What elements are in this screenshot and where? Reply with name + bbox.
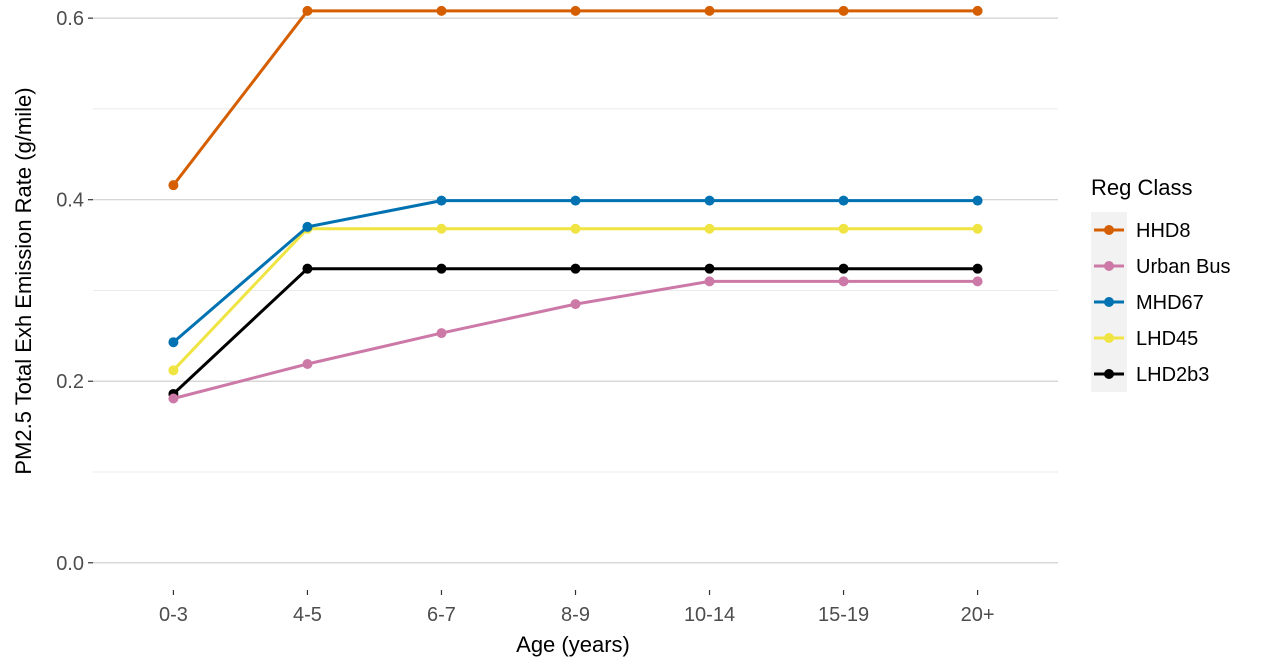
x-tick-label: 20+	[961, 604, 995, 626]
x-tick-label: 15-19	[818, 604, 869, 626]
y-axis-ticks: 0.0 0.2 0.4 0.6	[56, 8, 93, 575]
x-tick-label: 8-9	[561, 604, 590, 626]
data-point	[838, 5, 849, 16]
x-tick-label: 4-5	[293, 604, 322, 626]
y-tick-label: 0.0	[56, 553, 84, 575]
legend-title: Reg Class	[1091, 175, 1192, 200]
data-point	[436, 195, 447, 206]
data-point	[436, 328, 447, 339]
data-point	[436, 5, 447, 16]
y-tick-label: 0.2	[56, 371, 84, 393]
data-point	[972, 195, 983, 206]
legend-label: LHD45	[1136, 328, 1198, 350]
legend-label: MHD67	[1136, 292, 1204, 314]
y-tick-label: 0.4	[56, 190, 84, 212]
series-group	[168, 5, 983, 191]
x-tick-label: 6-7	[427, 604, 456, 626]
y-tick-label: 0.6	[56, 8, 84, 30]
legend-key-point	[1104, 225, 1114, 235]
data-point	[972, 5, 983, 16]
data-point	[838, 276, 849, 287]
data-point	[972, 223, 983, 234]
legend-key-point	[1104, 297, 1114, 307]
data-point	[302, 358, 313, 369]
series-line	[172, 267, 978, 395]
data-point	[436, 223, 447, 234]
data-point	[972, 263, 983, 274]
data-point	[704, 195, 715, 206]
legend-label: LHD2b3	[1136, 364, 1209, 386]
data-point	[704, 276, 715, 287]
data-point	[704, 223, 715, 234]
legend-key-point	[1104, 333, 1114, 343]
series-group	[168, 276, 983, 404]
series-lines	[168, 5, 983, 404]
data-point	[570, 223, 581, 234]
data-point	[570, 5, 581, 16]
data-point	[704, 5, 715, 16]
x-tick-label: 10-14	[684, 604, 735, 626]
data-point	[436, 263, 447, 274]
legend-key-point	[1104, 369, 1114, 379]
data-point	[570, 299, 581, 310]
legend-items: HHD8 Urban Bus MHD67 LHD45 LHD2b3	[1091, 212, 1231, 392]
data-point	[704, 263, 715, 274]
x-tick-label: 0-3	[159, 604, 188, 626]
data-point	[168, 393, 179, 404]
legend-key-point	[1104, 261, 1114, 271]
legend-label: Urban Bus	[1136, 256, 1231, 278]
x-axis-ticks: 0-3 4-5 6-7 8-9 10-14 15-19 20+	[159, 590, 995, 626]
legend: Reg Class HHD8 Urban Bus MHD67 LHD45 LHD2b3	[1091, 175, 1231, 392]
y-axis-title: PM2.5 Total Exh Emission Rate (g/mile)	[11, 87, 36, 474]
data-point	[168, 365, 179, 376]
series-group	[168, 195, 983, 348]
x-axis-title: Age (years)	[516, 632, 630, 657]
data-point	[302, 5, 313, 16]
data-point	[302, 263, 313, 274]
data-point	[570, 263, 581, 274]
data-point	[838, 263, 849, 274]
data-point	[168, 180, 179, 191]
data-point	[302, 221, 313, 232]
legend-label: HHD8	[1136, 220, 1190, 242]
data-point	[838, 223, 849, 234]
series-line	[172, 9, 978, 187]
data-point	[972, 276, 983, 287]
data-point	[838, 195, 849, 206]
data-point	[570, 195, 581, 206]
data-point	[168, 337, 179, 348]
series-group	[168, 263, 983, 399]
